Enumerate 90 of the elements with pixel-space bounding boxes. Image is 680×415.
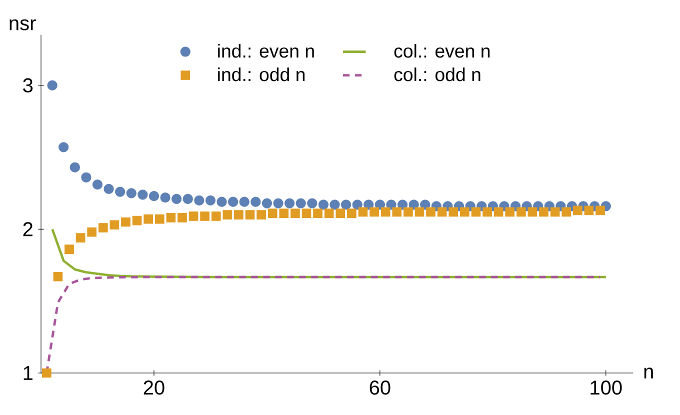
point xyxy=(404,207,413,217)
point xyxy=(318,200,329,210)
point xyxy=(516,207,526,217)
point xyxy=(228,196,238,207)
point xyxy=(81,172,92,182)
x-axis-title: n xyxy=(644,368,653,378)
y-tick-label: 3 xyxy=(23,78,33,92)
point xyxy=(370,207,379,217)
legend-label: col.: even n xyxy=(394,44,490,58)
x-tick-label: 60 xyxy=(370,380,390,395)
point xyxy=(194,195,204,206)
point xyxy=(115,186,126,197)
x-tick-label: 100 xyxy=(590,380,622,395)
point xyxy=(172,194,182,204)
point xyxy=(528,207,538,217)
legend-label: col.: odd n xyxy=(394,68,480,82)
point xyxy=(460,207,470,217)
point xyxy=(58,142,69,152)
point xyxy=(596,206,605,216)
point xyxy=(178,212,187,222)
y-tick-label: 2 xyxy=(23,222,32,236)
x-tick-label: 20 xyxy=(144,380,164,395)
point xyxy=(307,198,318,208)
point xyxy=(584,206,594,216)
point xyxy=(182,194,193,204)
point xyxy=(234,210,244,220)
point xyxy=(358,207,368,217)
legend-label: ind.: odd n xyxy=(218,68,305,82)
point xyxy=(200,212,210,221)
point xyxy=(98,223,108,232)
point xyxy=(47,80,58,90)
point xyxy=(539,207,548,217)
point xyxy=(279,208,289,218)
point xyxy=(92,180,103,190)
point xyxy=(330,200,340,210)
point xyxy=(273,198,284,208)
point xyxy=(550,207,560,217)
point xyxy=(148,191,160,202)
point xyxy=(437,207,447,217)
point xyxy=(104,184,114,194)
point xyxy=(290,208,300,218)
point xyxy=(313,208,322,218)
point xyxy=(121,217,130,227)
point xyxy=(216,196,227,207)
point xyxy=(380,207,390,217)
point xyxy=(482,207,492,217)
point xyxy=(87,227,97,237)
point xyxy=(426,207,436,217)
point xyxy=(70,162,80,172)
point xyxy=(324,208,334,218)
point xyxy=(205,195,216,206)
point xyxy=(132,216,142,226)
point xyxy=(160,192,170,203)
point xyxy=(336,208,346,218)
y-tick-label: 1 xyxy=(24,366,32,380)
point xyxy=(448,207,458,217)
point xyxy=(126,188,136,198)
point xyxy=(245,210,255,220)
legend-label: ind.: even n xyxy=(218,44,314,58)
point xyxy=(138,190,148,200)
point xyxy=(347,208,356,218)
point xyxy=(42,368,52,378)
point xyxy=(262,198,272,208)
point xyxy=(340,200,352,210)
point xyxy=(296,198,306,208)
point xyxy=(222,210,232,220)
point xyxy=(250,196,261,207)
point xyxy=(239,196,250,207)
point xyxy=(572,206,582,216)
point xyxy=(144,214,153,224)
y-axis-title: nsr xyxy=(10,19,36,30)
point xyxy=(414,207,424,217)
point xyxy=(471,207,481,217)
point xyxy=(268,208,278,218)
point xyxy=(76,233,86,242)
point xyxy=(53,272,63,282)
point xyxy=(188,212,198,221)
point xyxy=(392,207,402,217)
point xyxy=(505,207,515,217)
point xyxy=(64,244,74,254)
point xyxy=(494,207,504,217)
point xyxy=(211,212,221,221)
point xyxy=(302,208,312,218)
point xyxy=(352,200,362,210)
point xyxy=(562,207,572,217)
point xyxy=(154,214,164,224)
point xyxy=(284,198,295,208)
point xyxy=(110,220,120,230)
point xyxy=(166,212,176,222)
point xyxy=(256,210,266,220)
